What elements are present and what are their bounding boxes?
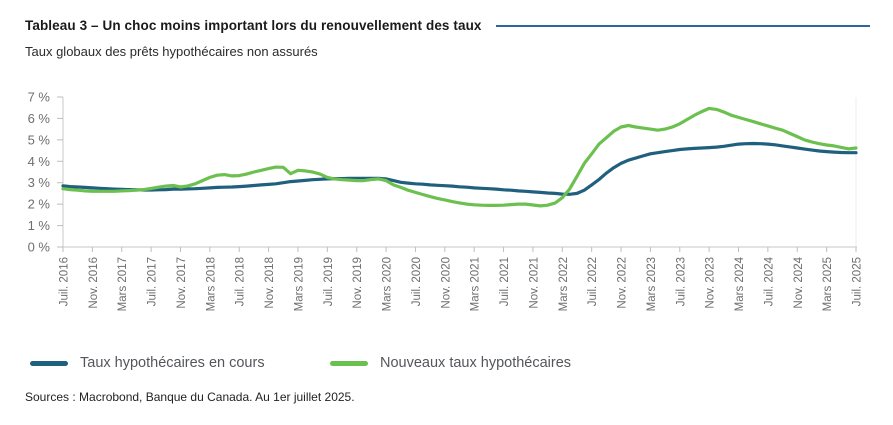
svg-text:Juil. 2017: Juil. 2017 (147, 257, 159, 306)
svg-text:Juil. 2020: Juil. 2020 (411, 257, 423, 306)
svg-text:Mars 2023: Mars 2023 (646, 257, 658, 311)
svg-text:7 %: 7 % (28, 90, 51, 105)
svg-text:4 %: 4 % (28, 154, 51, 169)
legend-item-new: Nouveaux taux hypothécaires (330, 355, 571, 371)
svg-text:6 %: 6 % (28, 111, 51, 126)
svg-text:Juil. 2022: Juil. 2022 (587, 257, 599, 306)
svg-text:Nov. 2021: Nov. 2021 (528, 257, 540, 309)
svg-text:Nov. 2020: Nov. 2020 (440, 257, 452, 309)
outstanding-line-swatch (30, 360, 68, 366)
svg-text:Nov. 2022: Nov. 2022 (617, 257, 629, 309)
legend-label-outstanding: Taux hypothécaires en cours (80, 355, 265, 371)
svg-text:Nov. 2017: Nov. 2017 (176, 257, 188, 309)
svg-text:Mars 2020: Mars 2020 (382, 257, 394, 311)
svg-text:Juil. 2019: Juil. 2019 (323, 257, 335, 306)
chart-canvas: 0 % 1 % 2 % 3 % 4 % 5 % 6 % 7 % Juil. 2016 Nov. 2… (28, 90, 864, 312)
svg-text:Mars 2025: Mars 2025 (822, 257, 834, 311)
figure-header: Tableau 3 – Un choc moins important lors… (25, 18, 870, 33)
title-rule (495, 25, 870, 27)
svg-text:Mars 2022: Mars 2022 (558, 257, 570, 311)
svg-text:1 %: 1 % (28, 218, 51, 233)
svg-text:Juil. 2023: Juil. 2023 (675, 257, 687, 306)
svg-text:Juil. 2018: Juil. 2018 (235, 257, 247, 306)
svg-text:Mars 2019: Mars 2019 (293, 257, 305, 311)
svg-text:2 %: 2 % (28, 197, 51, 212)
svg-text:Juil. 2021: Juil. 2021 (499, 257, 511, 306)
page-title: Tableau 3 – Un choc moins important lors… (25, 18, 482, 33)
svg-text:Nov. 2023: Nov. 2023 (705, 257, 717, 309)
svg-text:0 %: 0 % (28, 240, 51, 255)
svg-text:Mars 2018: Mars 2018 (205, 257, 217, 311)
svg-text:Mars 2024: Mars 2024 (734, 256, 746, 311)
svg-text:Mars 2021: Mars 2021 (470, 257, 482, 311)
svg-text:Mars 2017: Mars 2017 (117, 257, 129, 311)
svg-text:Juil. 2016: Juil. 2016 (59, 257, 71, 306)
svg-text:Juil. 2024: Juil. 2024 (763, 256, 775, 306)
legend-item-outstanding: Taux hypothécaires en cours (30, 355, 265, 371)
source-note: Sources : Macrobond, Banque du Canada. A… (25, 390, 355, 404)
svg-text:5 %: 5 % (28, 132, 51, 147)
chart-subtitle: Taux globaux des prêts hypothécaires non… (25, 44, 318, 59)
legend-label-new: Nouveaux taux hypothécaires (380, 355, 572, 371)
svg-text:Nov. 2019: Nov. 2019 (352, 257, 364, 309)
svg-text:Nov. 2024: Nov. 2024 (793, 256, 805, 308)
svg-text:Juil. 2025: Juil. 2025 (852, 257, 864, 306)
new-line-swatch (330, 360, 368, 366)
svg-text:3 %: 3 % (28, 175, 51, 190)
svg-text:Nov. 2018: Nov. 2018 (264, 257, 276, 309)
svg-text:Nov. 2016: Nov. 2016 (88, 257, 100, 309)
legend: Taux hypothécaires en cours Nouveaux tau… (0, 355, 893, 377)
